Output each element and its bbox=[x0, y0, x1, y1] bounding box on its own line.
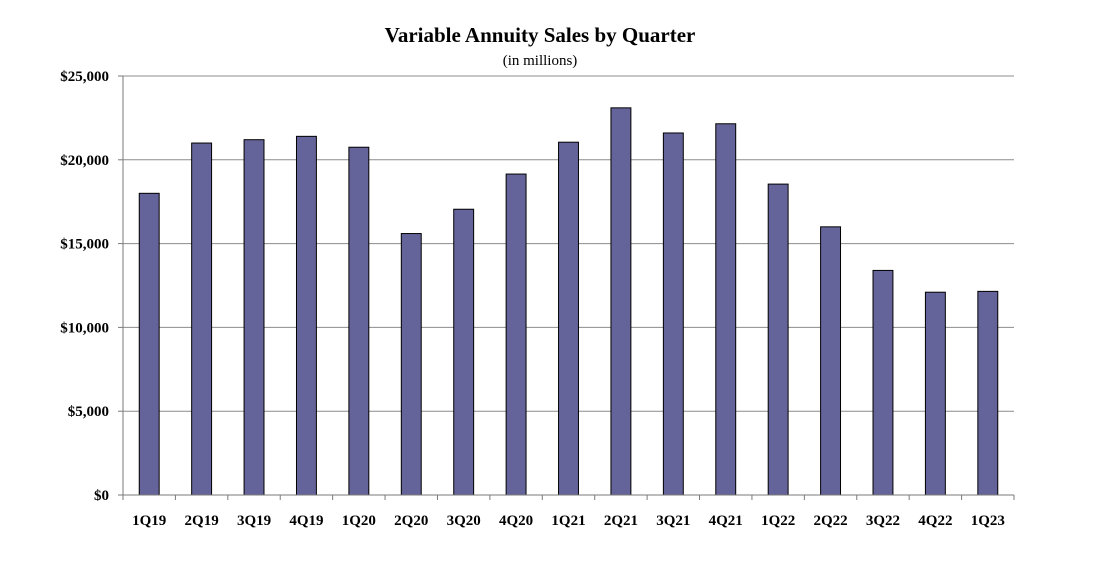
x-category-label: 2Q19 bbox=[185, 513, 219, 529]
x-category-label: 4Q20 bbox=[499, 513, 533, 529]
x-category-label: 1Q22 bbox=[761, 513, 795, 529]
bar-3q19 bbox=[243, 139, 265, 496]
bar-2q19 bbox=[191, 142, 213, 496]
chart-title: Variable Annuity Sales by Quarter bbox=[385, 23, 696, 47]
x-category-label: 1Q21 bbox=[551, 513, 585, 529]
x-category-label: 3Q22 bbox=[866, 513, 900, 529]
bar-4q22 bbox=[924, 291, 946, 496]
x-category-label: 4Q22 bbox=[918, 513, 952, 529]
x-category-label: 1Q23 bbox=[971, 513, 1005, 529]
bars bbox=[138, 107, 999, 496]
x-category-label: 2Q20 bbox=[394, 513, 428, 529]
x-axis-category-labels: 1Q19 2Q19 3Q19 4Q19 1Q20 2Q20 3Q20 4Q20 1Q21 2Q21… bbox=[132, 513, 1005, 529]
bar-1q22 bbox=[767, 183, 789, 496]
bar-1q23 bbox=[977, 290, 999, 496]
bar-3q22 bbox=[872, 269, 894, 496]
y-tick-label: $5,000 bbox=[68, 404, 109, 420]
x-category-label: 3Q19 bbox=[237, 513, 271, 529]
x-category-label: 3Q21 bbox=[656, 513, 690, 529]
x-category-label: 2Q21 bbox=[604, 513, 638, 529]
y-axis-tick-labels: $0 $5,000 $10,000 $15,000 $20,000 $25,000 bbox=[60, 69, 109, 504]
x-category-label: 1Q20 bbox=[342, 513, 376, 529]
bar-3q20 bbox=[453, 208, 475, 496]
bar-2q21 bbox=[610, 107, 632, 496]
y-tick-label: $20,000 bbox=[60, 153, 109, 169]
bar-1q20 bbox=[348, 146, 370, 496]
bar-4q19 bbox=[295, 135, 317, 496]
chart-subtitle: (in millions) bbox=[503, 53, 578, 69]
bar-2q22 bbox=[820, 226, 842, 496]
y-tick-label: $15,000 bbox=[60, 237, 109, 253]
y-tick-label: $25,000 bbox=[60, 69, 109, 85]
axes bbox=[118, 75, 1015, 500]
bar-4q21 bbox=[715, 123, 737, 496]
x-category-label: 2Q22 bbox=[813, 513, 847, 529]
x-category-label: 1Q19 bbox=[132, 513, 166, 529]
bar-1q19 bbox=[138, 192, 160, 496]
bar-4q20 bbox=[505, 173, 527, 496]
x-category-label: 4Q21 bbox=[709, 513, 743, 529]
x-category-label: 3Q20 bbox=[447, 513, 481, 529]
y-tick-label: $10,000 bbox=[60, 320, 109, 336]
x-category-label: 4Q19 bbox=[289, 513, 323, 529]
bar-3q21 bbox=[662, 132, 684, 496]
y-tick-label: $0 bbox=[94, 488, 109, 504]
bar-2q20 bbox=[400, 233, 422, 496]
bar-1q21 bbox=[558, 141, 579, 496]
